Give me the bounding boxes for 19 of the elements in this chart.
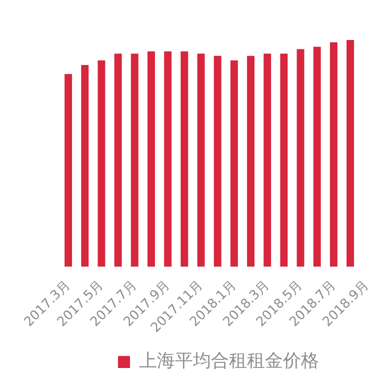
bar: [130, 54, 138, 267]
bar: [346, 40, 354, 267]
bar: [148, 51, 155, 267]
bar: [197, 54, 205, 267]
bar: [98, 60, 106, 267]
bar: [264, 54, 272, 267]
bar: [64, 74, 72, 267]
bar: [114, 54, 122, 267]
bar: [330, 42, 338, 267]
bar: [164, 51, 172, 267]
bar: [280, 54, 288, 267]
bar: [296, 49, 304, 267]
bar: [214, 56, 222, 267]
bar: [230, 60, 238, 267]
bar: [247, 56, 254, 267]
bar: [81, 64, 89, 267]
bar: [180, 51, 188, 267]
bar: [313, 46, 321, 267]
legend-label: 上海平均合租租金价格: [139, 350, 319, 372]
